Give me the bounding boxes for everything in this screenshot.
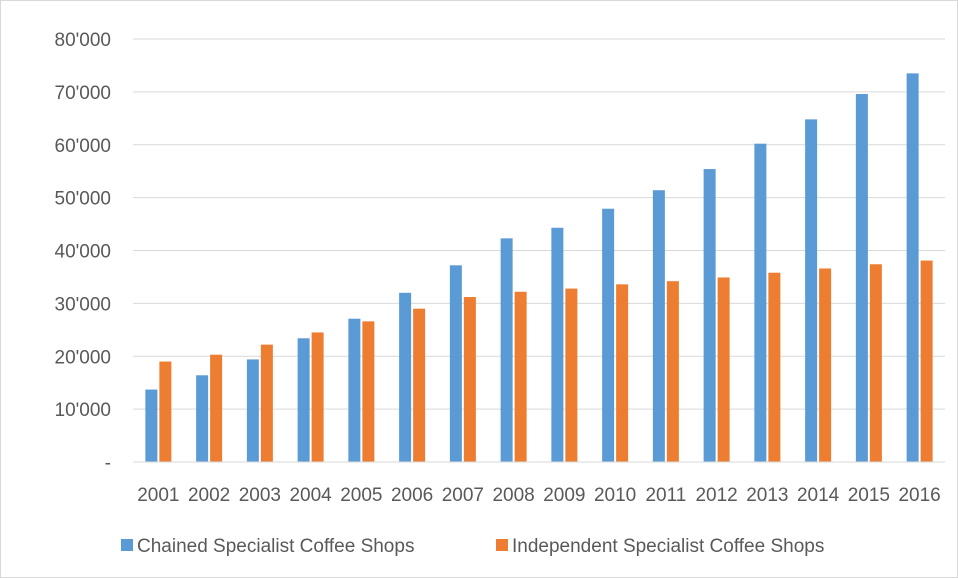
bar-independent-2001 — [159, 361, 172, 462]
x-category-label: 2005 — [340, 485, 382, 506]
y-tick-label: 10'000 — [55, 400, 111, 421]
bar-independent-2013 — [768, 272, 781, 462]
x-category-label: 2008 — [492, 485, 534, 506]
legend-swatch-independent — [496, 539, 508, 551]
x-category-label: 2012 — [695, 485, 737, 506]
bar-independent-2005 — [362, 321, 375, 462]
bar-chained-2011 — [652, 190, 665, 462]
bar-chained-2006 — [399, 292, 412, 462]
y-tick-label: 70'000 — [55, 83, 111, 104]
bar-chained-2016 — [906, 73, 919, 463]
y-tick-label: - — [105, 453, 111, 474]
bar-chained-2002 — [196, 375, 209, 462]
bar-independent-2009 — [565, 288, 578, 462]
y-axis-tick-labels: - 10'000 20'000 30'000 40'000 50'000 60'000 70'… — [55, 30, 111, 474]
bar-independent-2010 — [616, 284, 629, 462]
x-category-label: 2014 — [797, 485, 840, 506]
bar-chained-2013 — [754, 143, 767, 462]
y-tick-label: 80'000 — [55, 30, 111, 51]
bar-independent-2008 — [514, 291, 527, 462]
bar-independent-2006 — [413, 308, 426, 462]
x-category-label: 2016 — [898, 485, 940, 506]
bar-chained-2007 — [449, 265, 462, 462]
bars — [145, 73, 933, 463]
x-category-label: 2006 — [391, 485, 433, 506]
x-axis-category-labels: 2001 2002 2003 2004 2005 2006 2007 2008 2009 2010… — [137, 485, 941, 506]
x-category-label: 2007 — [442, 485, 484, 506]
bar-independent-2002 — [210, 354, 223, 462]
bar-chained-2014 — [805, 119, 818, 463]
bar-chained-2015 — [855, 93, 868, 463]
bar-chained-2008 — [500, 238, 513, 462]
legend-swatch-chained — [121, 539, 133, 551]
x-category-label: 2009 — [543, 485, 585, 506]
bar-independent-2011 — [666, 281, 679, 462]
legend: Chained Specialist Coffee Shops Independe… — [121, 536, 824, 557]
x-category-label: 2011 — [645, 485, 686, 506]
bar-independent-2004 — [311, 332, 324, 462]
bar-independent-2015 — [869, 264, 882, 462]
bar-independent-2012 — [717, 277, 730, 462]
y-tick-label: 50'000 — [55, 189, 111, 210]
bar-chained-2004 — [297, 338, 310, 462]
bar-independent-2016 — [920, 260, 933, 462]
bar-chained-2003 — [246, 359, 259, 462]
bar-chained-2001 — [145, 389, 158, 462]
bar-chained-2010 — [602, 208, 615, 462]
x-category-label: 2002 — [188, 485, 230, 506]
legend-label-independent: Independent Specialist Coffee Shops — [512, 536, 824, 557]
x-category-label: 2015 — [848, 485, 890, 506]
bar-independent-2003 — [260, 344, 273, 462]
bar-chained-2012 — [703, 169, 716, 462]
x-category-label: 2013 — [746, 485, 788, 506]
y-tick-label: 20'000 — [55, 347, 111, 368]
bar-independent-2007 — [463, 297, 476, 462]
y-tick-label: 40'000 — [55, 242, 111, 263]
bar-independent-2014 — [819, 268, 832, 462]
legend-label-chained: Chained Specialist Coffee Shops — [137, 536, 414, 557]
y-tick-label: 30'000 — [55, 294, 111, 315]
x-category-label: 2003 — [239, 485, 281, 506]
y-tick-label: 60'000 — [55, 136, 111, 157]
bar-chained-2009 — [551, 227, 564, 462]
x-category-label: 2004 — [289, 485, 332, 506]
x-category-label: 2010 — [594, 485, 636, 506]
bar-chained-2005 — [348, 318, 361, 462]
x-category-label: 2001 — [137, 485, 179, 506]
